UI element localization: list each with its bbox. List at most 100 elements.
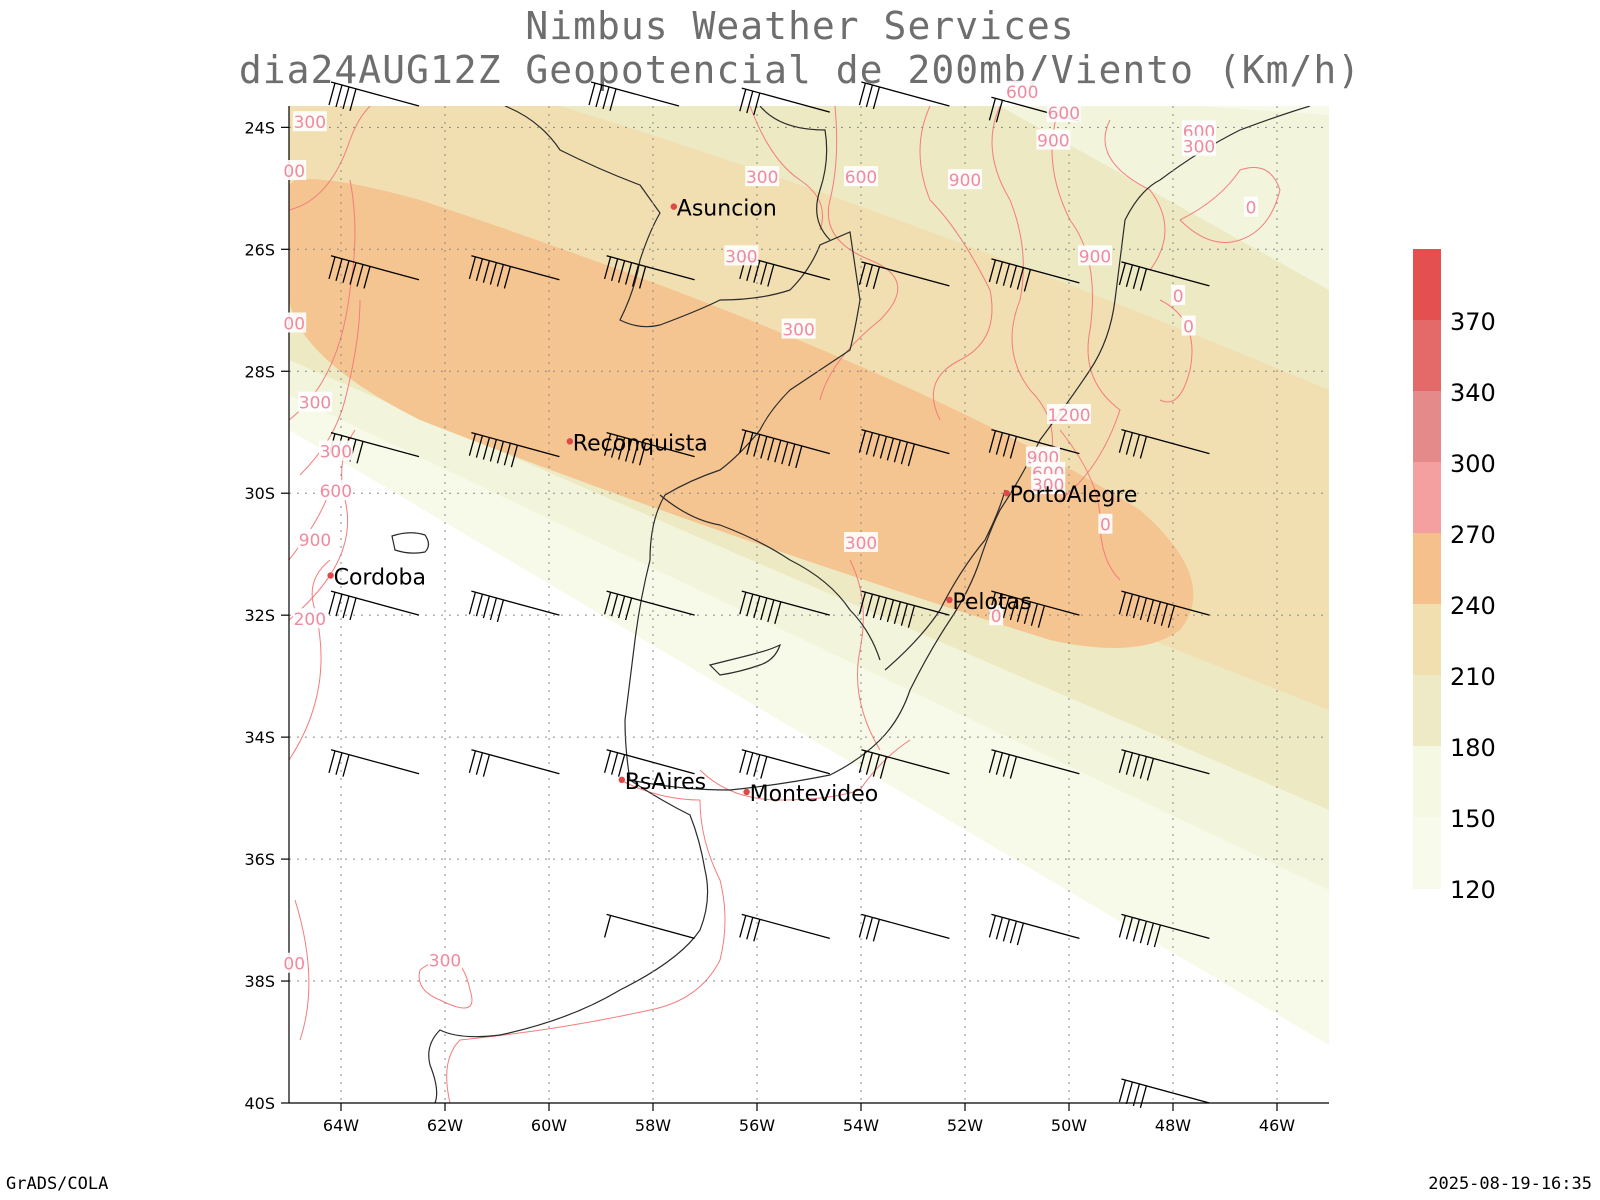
wind-barb — [1118, 1078, 1210, 1108]
svg-text:0: 0 — [1246, 199, 1257, 219]
svg-text:0: 0 — [1173, 287, 1184, 307]
lon-label: 54W — [843, 1116, 879, 1135]
colorbar-label: 370 — [1450, 308, 1496, 336]
contour-label: 00 — [282, 952, 307, 975]
wind-barb — [739, 87, 830, 116]
lat-label: 34S — [244, 728, 275, 747]
svg-text:300: 300 — [320, 443, 352, 463]
wind-barb — [328, 749, 420, 777]
lat-label: 36S — [244, 850, 275, 869]
svg-text:600: 600 — [1048, 104, 1080, 124]
colorbar-label: 300 — [1450, 450, 1496, 478]
svg-text:00: 00 — [283, 314, 305, 334]
city-marker: Reconquista — [566, 431, 708, 456]
lon-label: 52W — [947, 1116, 983, 1135]
svg-text:0: 0 — [991, 607, 1002, 627]
svg-text:300: 300 — [1032, 476, 1064, 496]
wind-barb — [603, 913, 695, 939]
wind-barbs — [328, 81, 1210, 1108]
svg-text:300: 300 — [725, 247, 757, 267]
contour-label: 300 — [724, 245, 759, 267]
colorbar-label: 120 — [1450, 876, 1496, 904]
colorbar-swatch — [1413, 675, 1441, 747]
wind-barb — [468, 431, 560, 468]
wind-barb — [858, 428, 950, 467]
wind-barb — [858, 590, 950, 628]
wind-barb — [328, 255, 420, 289]
contour-label: 200 — [292, 608, 327, 630]
contour-label: 600 — [844, 166, 878, 188]
contour-label: 300 — [292, 111, 327, 133]
contour-label: 300 — [745, 166, 780, 188]
lat-label: 26S — [244, 240, 275, 259]
svg-text:0: 0 — [1100, 516, 1111, 536]
svg-text:300: 300 — [429, 952, 461, 972]
footer-software: GrADS/COLA — [6, 1174, 109, 1194]
svg-text:900: 900 — [1037, 132, 1069, 152]
svg-text:600: 600 — [845, 168, 877, 188]
colorbar-label: 240 — [1450, 592, 1496, 620]
wind-barb — [739, 749, 830, 779]
colorbar-swatch — [1413, 746, 1441, 818]
wind-barb — [858, 913, 950, 942]
contour-label: 600 — [1046, 102, 1081, 124]
contour-label: 300 — [1031, 474, 1066, 496]
contour-label: 0 — [1098, 513, 1113, 536]
contour-label: 00 — [282, 312, 307, 334]
wind-barb — [988, 258, 1080, 292]
svg-text:00: 00 — [283, 955, 305, 975]
cities: Asuncion Reconquista PortoAlegre Cordoba Pel… — [327, 197, 1137, 807]
footer-timestamp: 2025-08-19-16:35 — [1428, 1174, 1592, 1194]
contour-label: 0 — [1171, 285, 1186, 307]
wind-barb — [603, 590, 695, 621]
wind-barb — [1118, 913, 1210, 948]
contour-label: 600 — [1005, 80, 1040, 103]
colorbar-swatch — [1413, 817, 1441, 889]
lat-label: 40S — [244, 1094, 275, 1113]
contour-label: 0 — [1181, 315, 1196, 338]
contour-label: 0 — [989, 605, 1004, 627]
wind-barb — [603, 749, 695, 777]
lon-label: 56W — [739, 1116, 775, 1135]
city-label: Cordoba — [334, 566, 426, 591]
svg-text:900: 900 — [299, 531, 331, 551]
lon-label: 62W — [427, 1116, 463, 1135]
svg-text:900: 900 — [949, 171, 981, 191]
chart-subtitle: dia24AUG12Z Geopotencial de 200mb/Viento… — [238, 48, 1362, 92]
contour-label: 300 — [1182, 135, 1216, 158]
svg-text:300: 300 — [299, 394, 331, 414]
wind-barb — [1118, 590, 1210, 628]
lon-label: 48W — [1155, 1116, 1191, 1135]
coastlines-borders — [391, 106, 1311, 1103]
wind-barb — [988, 428, 1080, 459]
contour-label: 0 — [1244, 196, 1258, 219]
colorbar: 370 340 300 270 240 210 180 150 120 — [1413, 249, 1496, 904]
wind-barb — [603, 255, 695, 289]
svg-text:300: 300 — [1183, 138, 1215, 158]
band-240-270 — [289, 179, 1194, 648]
colorbar-swatch — [1413, 462, 1441, 534]
city-marker: Pelotas — [946, 590, 1032, 615]
city-marker: Cordoba — [327, 566, 426, 591]
svg-text:200: 200 — [294, 610, 326, 630]
wind-barb — [588, 81, 680, 111]
wind-barb — [988, 749, 1080, 779]
colorbar-swatch — [1413, 391, 1441, 463]
svg-text:1200: 1200 — [1047, 406, 1090, 426]
axis-labels: 24S 26S 28S 30S 32S 34S 36S 38S 40S 64W 62W 60W 58W 5… — [244, 106, 1329, 1135]
contour-label: 300 — [318, 440, 353, 463]
contour-label: 300 — [781, 318, 816, 341]
lon-label: 64W — [323, 1116, 359, 1135]
contour-label: 00 — [282, 160, 307, 182]
wind-barb — [739, 590, 830, 624]
lat-label: 30S — [244, 484, 275, 503]
chart-title: Nimbus Weather Services — [525, 4, 1075, 48]
wind-barb — [858, 81, 950, 110]
contour-label: 1200 — [1047, 403, 1091, 426]
lat-label: 32S — [244, 606, 275, 625]
svg-text:300: 300 — [845, 534, 877, 554]
wind-barb — [1118, 749, 1210, 781]
colorbar-label: 270 — [1450, 521, 1496, 549]
colorbar-label: 210 — [1450, 663, 1496, 691]
